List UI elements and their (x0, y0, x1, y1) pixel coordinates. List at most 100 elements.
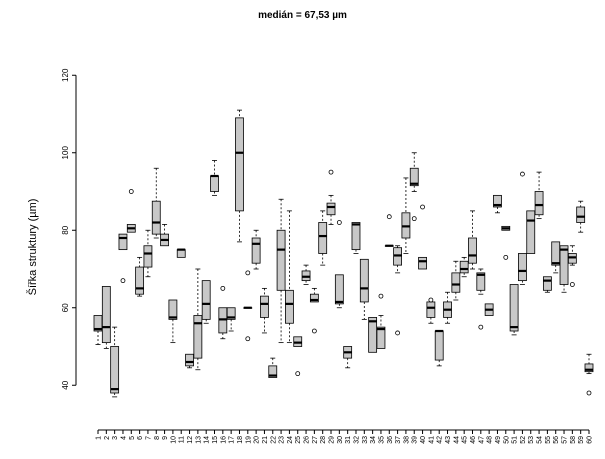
box-body (334, 274, 344, 305)
x-tick-label: 7 (145, 436, 152, 440)
box-body (459, 260, 469, 274)
x-tick-label: 35 (378, 436, 385, 444)
box-53 (526, 210, 536, 254)
x-tick-label: 4 (120, 436, 127, 440)
x-tick-label: 43 (445, 436, 452, 444)
x-tick-label: 54 (537, 436, 544, 444)
x-tick-label: 38 (403, 436, 410, 444)
box-46 (468, 210, 477, 270)
chart-title: medián = 67,53 µm (258, 10, 347, 21)
x-tick-label: 55 (545, 436, 552, 444)
box-body (185, 353, 194, 367)
box-38 (401, 177, 411, 254)
x-tick-label: 44 (453, 436, 460, 444)
box-29 (326, 169, 336, 225)
x-tick-label: 30 (337, 436, 344, 444)
x-tick-label: 21 (262, 436, 269, 444)
box-body (110, 346, 120, 394)
box-body (176, 249, 186, 258)
box-33 (359, 258, 369, 320)
boxes-group (93, 109, 594, 398)
x-tick-label: 52 (520, 436, 527, 444)
x-tick-label: 41 (428, 436, 435, 444)
outlier-point (420, 204, 425, 210)
box-51 (509, 284, 519, 336)
x-tick-label: 46 (470, 436, 477, 444)
box-43 (443, 291, 452, 324)
box-11 (176, 248, 186, 258)
x-tick-label: 2 (104, 436, 111, 440)
outlier-point (428, 297, 434, 303)
x-tick-label: 1 (96, 436, 103, 440)
x-tick-label: 40 (420, 436, 427, 444)
box-body (526, 210, 536, 254)
box-body (351, 222, 361, 251)
x-tick-label: 23 (279, 436, 286, 444)
box-body (118, 233, 128, 251)
box-13 (193, 268, 203, 371)
x-tick-label: 15 (212, 436, 219, 444)
box-41 (426, 297, 436, 324)
outlier-point (120, 278, 126, 284)
outlier-point (336, 220, 342, 225)
box-23 (276, 198, 286, 344)
x-tick-label: 37 (395, 436, 402, 444)
box-body (201, 280, 211, 320)
box-body (309, 293, 319, 303)
box-6 (135, 256, 145, 297)
box-body (285, 289, 294, 324)
box-32 (351, 222, 361, 254)
box-2 (101, 286, 111, 349)
box-body (268, 365, 278, 378)
box-4 (118, 233, 128, 284)
box-body (409, 167, 419, 187)
outlier-point (220, 285, 226, 291)
y-tick-label: 80 (61, 225, 70, 234)
x-tick-label: 22 (270, 436, 277, 444)
box-35 (376, 293, 386, 349)
box-body (251, 237, 261, 264)
box-body (584, 363, 594, 373)
outlier-point (128, 189, 134, 194)
y-tick-label: 100 (61, 146, 70, 160)
box-58 (567, 245, 577, 287)
box-17 (226, 307, 236, 332)
box-40 (418, 204, 427, 270)
box-50 (501, 225, 511, 260)
x-tick-label: 13 (195, 436, 202, 444)
box-55 (542, 276, 552, 293)
box-body (235, 117, 244, 212)
box-52 (518, 171, 527, 285)
box-44 (451, 260, 461, 301)
outlier-point (328, 169, 334, 175)
x-tick-label: 36 (387, 436, 394, 444)
box-27 (309, 287, 319, 334)
x-tick-label: 25 (295, 436, 302, 444)
box-body (418, 256, 427, 270)
x-tick-label: 9 (162, 436, 169, 440)
x-axis: 1 2 3 4 5 6 7 8 9 10 11 12 13 14 15 16 17 18 19 20 21 22 23 24 2… (96, 429, 594, 444)
box-body (210, 175, 219, 192)
box-1 (93, 315, 103, 345)
y-axis: 40 60 80 100 120 (61, 68, 77, 390)
x-tick-label: 34 (370, 436, 377, 444)
box-body (135, 266, 145, 295)
x-tick-label: 39 (412, 436, 419, 444)
box-body (534, 191, 544, 216)
x-tick-label: 50 (503, 436, 510, 444)
x-tick-label: 32 (353, 436, 360, 444)
box-body (451, 272, 461, 293)
x-tick-label: 26 (304, 436, 311, 444)
outlier-point (569, 282, 575, 287)
box-22 (268, 357, 278, 378)
box-54 (534, 171, 544, 220)
y-tick-label: 40 (61, 380, 70, 389)
box-48 (484, 303, 494, 316)
box-36 (384, 214, 394, 247)
x-tick-label: 12 (187, 436, 194, 444)
x-tick-label: 24 (287, 436, 294, 444)
x-tick-label: 19 (245, 436, 252, 444)
x-tick-label: 28 (320, 436, 327, 444)
box-3 (110, 326, 120, 398)
box-39 (409, 152, 419, 222)
